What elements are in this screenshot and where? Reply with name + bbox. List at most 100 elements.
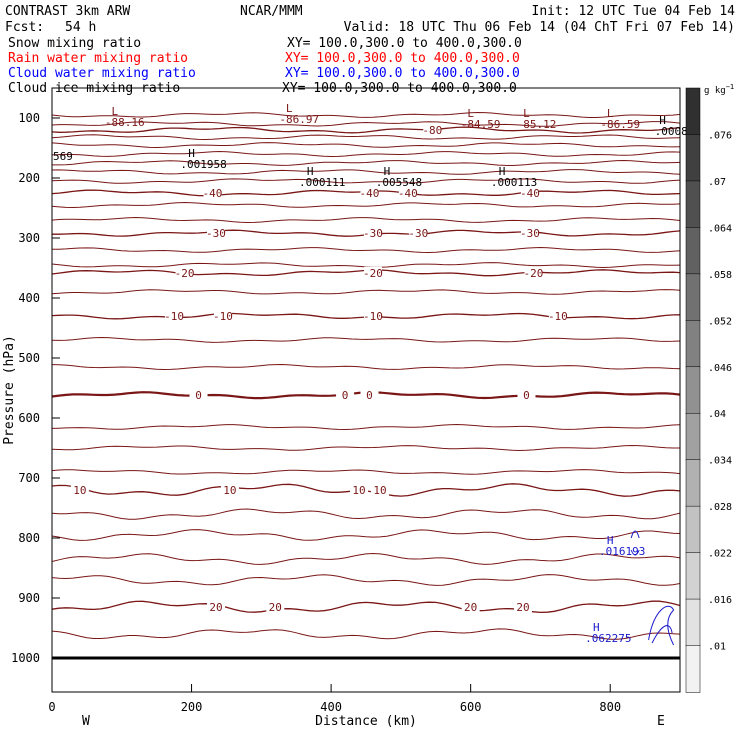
isotherm-line — [52, 469, 680, 475]
field-xy-rain: XY= 100.0,300.0 to 400.0,300.0 — [285, 51, 520, 66]
field-xy-snow: XY= 100.0,300.0 to 400.0,300.0 — [287, 36, 522, 51]
fcst-value: 54 h — [65, 20, 96, 35]
y-tick-label: 700 — [18, 471, 40, 485]
extremum-marker: H — [307, 165, 314, 178]
contour-label: -40 — [398, 187, 418, 200]
isotherm-line — [52, 444, 680, 452]
contour-label: -20 — [524, 267, 544, 280]
y-tick-label: 400 — [18, 291, 40, 305]
extremum-marker: H — [607, 534, 614, 547]
contour-label: -30 — [408, 227, 428, 240]
edge-value: 569 — [53, 150, 73, 163]
field-legend: Snow mixing ratio XY= 100.0,300.0 to 400… — [8, 36, 522, 96]
contour-label: 10 — [352, 484, 365, 497]
contour-label: -40 — [203, 187, 223, 200]
extremum-value: -85.12 — [517, 118, 557, 131]
colorbar-swatch — [685, 598, 701, 647]
cloud-water-contours — [630, 530, 675, 646]
contour-label: -40 — [360, 187, 380, 200]
extremum-value: .005548 — [376, 176, 422, 189]
y-tick-label: 100 — [18, 111, 40, 125]
extremum-value: .001958 — [180, 158, 226, 171]
colorbar-tick-label: .064 — [708, 223, 732, 234]
contour-label: -30 — [520, 227, 540, 240]
contour-label: -80 — [422, 124, 442, 137]
contour-label: 10 — [223, 484, 236, 497]
contour-label-bg — [363, 310, 382, 322]
extremum-value: .062275 — [585, 632, 631, 645]
colorbar-swatch — [685, 180, 701, 229]
extremum-value: -86.59 — [600, 118, 640, 131]
contour-label: -20 — [363, 267, 383, 280]
isotherm-line — [52, 574, 680, 586]
extremum-marker: H — [384, 165, 391, 178]
y-tick-label: 800 — [18, 531, 40, 545]
center-title: NCAR/MMM — [240, 4, 303, 19]
colorbar-unit: g kg−1 — [704, 83, 734, 96]
x-tick-label: 200 — [181, 700, 203, 714]
y-tick-label: 1000 — [11, 651, 40, 665]
colorbar-tick-label: .034 — [708, 456, 732, 467]
isotherm-line — [52, 289, 680, 295]
contour-label-bg — [363, 227, 382, 240]
contour-label-bg — [213, 310, 232, 322]
colorbar-swatch — [685, 320, 701, 368]
extremum-value: -84.59 — [461, 118, 501, 131]
colorbar-swatch — [685, 366, 701, 414]
extremum-marker: H — [499, 165, 506, 178]
contour-label: -30 — [363, 227, 383, 240]
isotherm-line — [52, 150, 680, 158]
colorbar-tick-label: .046 — [708, 363, 732, 374]
colorbar: .076 .07 .064 .058 .052 .046 .04 .034 .028 .022 .0… — [685, 87, 732, 693]
contour-label: 0 — [366, 389, 373, 402]
init-time: Init: 12 UTC Tue 04 Feb 14 — [532, 4, 736, 19]
extrema-labels: L-88.16L-86.97 L-84.59L-85.12L-86.59 H.000… — [53, 102, 694, 645]
contour-label-bg — [363, 266, 382, 279]
contour-label-bg — [360, 187, 379, 199]
x-tick-label: 800 — [599, 700, 621, 714]
extremum-marker: H — [593, 621, 600, 634]
contour-label: 0 — [195, 389, 202, 402]
y-tick-label: 300 — [18, 231, 40, 245]
field-name-cloud-water: Cloud water mixing ratio — [8, 66, 196, 81]
colorbar-swatch — [685, 227, 701, 275]
contour-label: -10 — [548, 310, 568, 323]
contour-label: -20 — [175, 267, 195, 280]
plot-frame — [51, 87, 681, 693]
contour-label-bg — [423, 124, 442, 136]
contour-label-bg — [520, 187, 539, 199]
extremum-value: .00080 — [655, 125, 695, 138]
contour-label-bg — [165, 310, 184, 322]
contour-label: 0 — [523, 389, 530, 402]
contour-label-bg — [409, 227, 428, 240]
east-label: E — [657, 714, 665, 729]
colorbar-tick-label: .028 — [708, 502, 732, 513]
colorbar-tick-label: .022 — [708, 549, 732, 560]
field-xy-cloud-water: XY= 100.0,300.0 to 400.0,300.0 — [285, 66, 520, 81]
contour-label-bg — [336, 389, 355, 402]
contour-label: 20 — [464, 601, 477, 614]
colorbar-swatch — [685, 552, 701, 600]
colorbar-tick-label: .04 — [708, 409, 726, 420]
contour-label-bg — [220, 484, 239, 496]
extremum-marker: L — [607, 107, 614, 120]
fcst-label: Fcst: — [5, 20, 44, 35]
isotherm-line — [52, 121, 680, 127]
colorbar-swatch — [685, 412, 701, 461]
contour-label-bg — [203, 187, 222, 199]
isotherm-line — [52, 169, 680, 175]
isotherm-line — [52, 246, 680, 254]
cloud-water-contour — [630, 549, 640, 556]
colorbar-tick-label: .076 — [708, 130, 732, 141]
cloud-water-contour — [651, 625, 673, 644]
isotherm-line — [52, 552, 680, 565]
colorbar-tick-label: .07 — [708, 177, 726, 188]
x-tick-label: 600 — [460, 700, 482, 714]
contour-label: -40 — [520, 187, 540, 200]
contour-label-bg — [520, 227, 539, 240]
extremum-marker: H — [188, 147, 195, 160]
contour-label-bg — [524, 266, 543, 279]
x-axis-label: Distance (km) — [315, 714, 417, 729]
y-tick-label: 900 — [18, 591, 40, 605]
isotherm-line — [52, 201, 680, 209]
